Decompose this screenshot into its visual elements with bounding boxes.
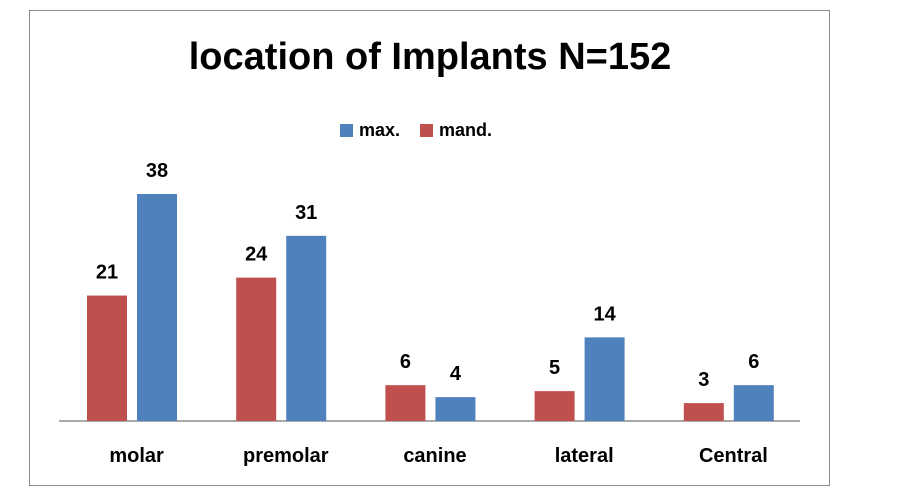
- legend-label-mand: mand.: [439, 119, 493, 140]
- bar-max-lateral: [584, 337, 625, 421]
- data-label-mand-molar: 21: [96, 262, 118, 284]
- data-label-max-canine: 4: [450, 363, 462, 385]
- bar-max-molar: [137, 194, 177, 421]
- category-label-lateral: lateral: [555, 445, 614, 467]
- legend: max. mand.: [340, 119, 512, 141]
- category-label-central: Central: [699, 445, 768, 467]
- category-label-canine: canine: [403, 445, 466, 467]
- category-label-premolar: premolar: [243, 445, 329, 467]
- bar-max-canine: [435, 397, 476, 421]
- data-label-max-lateral: 14: [593, 303, 616, 325]
- data-label-mand-premolar: 24: [245, 244, 268, 266]
- data-label-max-central: 6: [748, 351, 759, 373]
- bar-mand-premolar: [236, 277, 277, 421]
- category-label-molar: molar: [109, 445, 164, 467]
- data-label-mand-central: 3: [698, 369, 709, 391]
- legend-item-max: max.: [340, 120, 400, 141]
- bar-max-central: [733, 385, 774, 421]
- data-label-max-premolar: 31: [295, 202, 317, 224]
- bar-mand-central: [683, 403, 724, 421]
- bar-mand-molar: [87, 295, 127, 421]
- bar-mand-canine: [385, 385, 426, 421]
- legend-label-max: max.: [359, 119, 401, 140]
- legend-swatch-max: [340, 123, 353, 137]
- data-label-mand-canine: 6: [400, 351, 411, 373]
- chart-title: location of Implants N=152: [188, 36, 672, 78]
- bar-max-premolar: [286, 235, 327, 421]
- data-label-mand-lateral: 5: [549, 357, 560, 379]
- legend-swatch-mand: [420, 123, 434, 137]
- bar-mand-lateral: [534, 391, 575, 421]
- data-label-max-molar: 38: [146, 160, 168, 182]
- legend-item-mand: mand.: [420, 120, 492, 141]
